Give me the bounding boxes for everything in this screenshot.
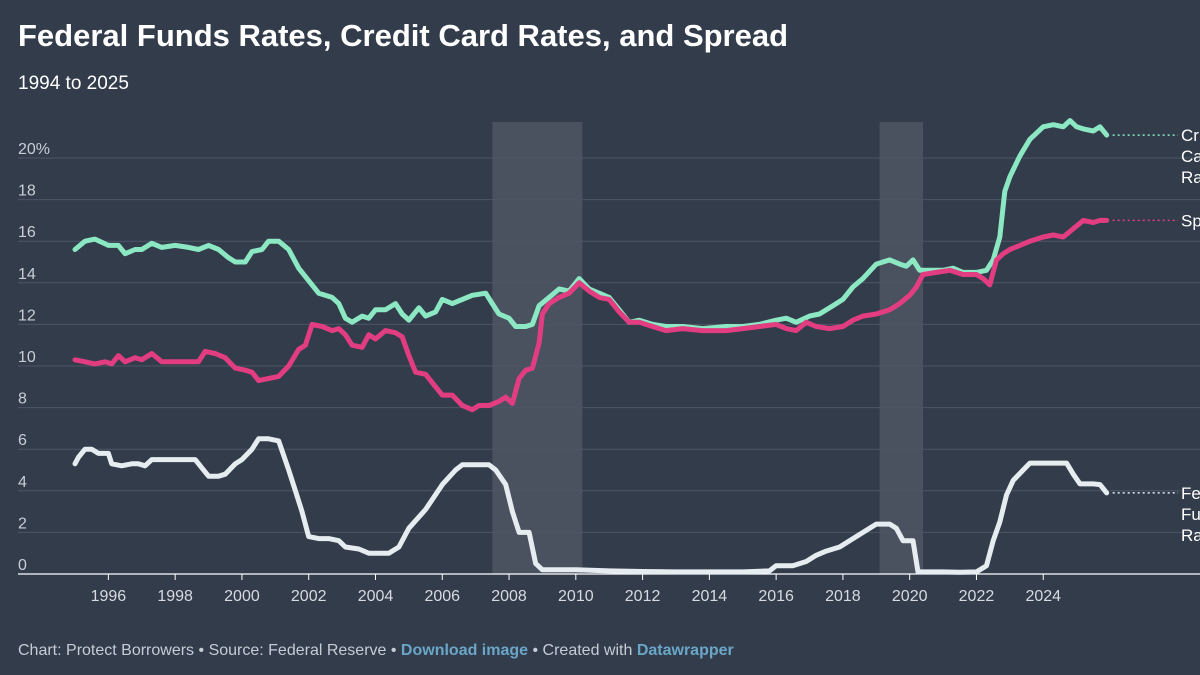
credit-card-rates-label: Ra <box>1181 168 1200 187</box>
recession-band <box>879 122 924 574</box>
x-tick-label: 2014 <box>692 588 728 605</box>
x-tick-label: 1998 <box>157 588 193 605</box>
federal-funds-rates-line <box>72 436 1110 575</box>
datawrapper-link[interactable]: Datawrapper <box>636 642 734 659</box>
line-chart: 0 2 4 6 8 10 12 14 16 18 20% 1996 1998 2000 2002 2004 2… <box>18 118 1200 605</box>
footer-created-with: Created with <box>542 642 637 659</box>
recession-shading <box>492 122 924 574</box>
chart-title: Federal Funds Rates, Credit Card Rates, … <box>18 18 789 53</box>
footer-source: Source: Federal Reserve <box>208 642 387 659</box>
x-tick-label: 1996 <box>91 588 127 605</box>
y-tick-label: 20% <box>18 141 50 158</box>
x-tick-label: 2008 <box>491 588 527 605</box>
federal-funds-rates-label: Fe <box>1181 484 1200 503</box>
x-tick-label: 2020 <box>892 588 928 605</box>
y-tick-label: 2 <box>18 515 27 532</box>
x-tick-label: 2012 <box>625 588 661 605</box>
y-tick-label: 6 <box>18 432 27 449</box>
footer-separator: • <box>386 642 401 659</box>
x-tick-label: 2004 <box>358 588 394 605</box>
credit-card-rates-label: Cr <box>1181 126 1199 145</box>
y-tick-label: 10 <box>18 349 36 366</box>
x-tick-label: 2024 <box>1025 588 1061 605</box>
federal-funds-rates-label: Ra <box>1181 526 1200 545</box>
credit-card-rates-line <box>72 118 1110 332</box>
chart-footer: Chart: Protect Borrowers • Source: Feder… <box>18 642 734 660</box>
x-tick-label: 2002 <box>291 588 327 605</box>
grid-lines <box>18 157 1200 575</box>
x-tick-label: 2000 <box>224 588 260 605</box>
y-tick-label: 8 <box>18 391 27 408</box>
y-axis-ticks: 0 2 4 6 8 10 12 14 16 18 20% <box>18 141 50 574</box>
y-tick-label: 14 <box>18 266 36 283</box>
y-tick-label: 18 <box>18 183 36 200</box>
series-lines <box>72 118 1110 575</box>
footer-separator: • <box>194 642 209 659</box>
x-tick-label: 2018 <box>825 588 861 605</box>
series-labels: Cr Ca Ra Sp Fe Fu Ra <box>1112 126 1200 545</box>
spread-label: Sp <box>1181 211 1200 230</box>
x-tick-label: 2016 <box>758 588 794 605</box>
credit-card-rates-label: Ca <box>1181 147 1200 166</box>
federal-funds-rates-label: Fu <box>1181 505 1200 524</box>
chart-subtitle: 1994 to 2025 <box>18 73 129 94</box>
download-image-link[interactable]: Download image <box>400 642 529 659</box>
x-tick-label: 2006 <box>424 588 460 605</box>
y-tick-label: 4 <box>18 474 27 491</box>
x-tick-label: 2010 <box>558 588 594 605</box>
footer-chart-credit: Chart: Protect Borrowers <box>18 642 195 659</box>
footer-separator: • <box>528 642 543 659</box>
spread-line <box>72 217 1110 413</box>
x-axis-ticks: 1996 1998 2000 2002 2004 2006 2008 2010 2012 2014… <box>91 574 1061 605</box>
x-tick-label: 2022 <box>959 588 995 605</box>
y-tick-label: 0 <box>18 557 27 574</box>
y-tick-label: 16 <box>18 224 36 241</box>
y-tick-label: 12 <box>18 307 36 324</box>
